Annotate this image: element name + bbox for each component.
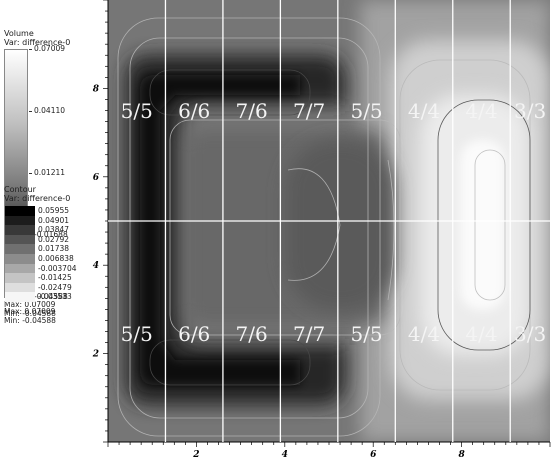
contour-legend-swatch (5, 215, 35, 226)
y-tick-label: 2 (92, 350, 99, 360)
top-cell-label: 7/6 (236, 99, 268, 123)
bottom-cell-label: 4/4 (408, 322, 440, 346)
contour-legend-label: 0.05955 (38, 206, 70, 215)
volume-legend-tick (29, 173, 32, 174)
x-tick-label: 4 (282, 450, 288, 460)
top-cell-label: 7/7 (293, 99, 325, 123)
volume-legend-label: 0.01211 (34, 168, 66, 177)
contour-legend-swatch (5, 225, 35, 235)
contour-legend-swatch (5, 206, 35, 216)
bottom-cell-label: 7/6 (236, 322, 268, 346)
top-cell-label: 6/6 (178, 99, 210, 123)
contour-legend-swatch (5, 273, 35, 283)
contour-legend-swatch (5, 244, 35, 254)
top-cell-label: 4/4 (465, 99, 497, 123)
contour-legend-swatch (5, 292, 35, 302)
bottom-cell-label: 6/6 (178, 322, 210, 346)
y-tick-label: 4 (93, 261, 99, 271)
top-cell-label: 5/5 (350, 99, 382, 123)
volume-legend-label: -0.04588 (34, 292, 68, 301)
contour-legend-label: 0.04901 (38, 215, 70, 225)
bottom-cell-label: 5/5 (350, 322, 382, 346)
contour-legend-min: Min: -0.04588 (4, 316, 56, 325)
bottom-cell-label: 7/7 (293, 322, 325, 346)
contour-legend-swatch (5, 254, 35, 264)
contour-legend-label: 0.03847 (38, 225, 70, 235)
volume-legend-label: 0.07009 (34, 44, 66, 53)
contour-legend-label: 0.02792 (38, 234, 70, 244)
top-cell-label: 4/4 (408, 99, 440, 123)
y-tick-label: 8 (93, 84, 100, 94)
bottom-cell-label: 4/4 (465, 322, 497, 346)
contour-legend-max: Max: 0.07009 (4, 307, 56, 316)
bottom-cell-label: 5/5 (121, 322, 153, 346)
contour-legend-label: 0.006838 (38, 254, 74, 263)
volume-legend-tick (29, 49, 32, 50)
volume-legend-max: Max: 0.07009 (4, 300, 56, 309)
contour-legend-swatch (5, 263, 35, 274)
y-tick-label: 6 (93, 173, 100, 183)
volume-legend-label: 0.04110 (34, 106, 66, 115)
volume-legend-min: Min: -0.04588 (4, 309, 56, 318)
contour-legend-label: -0.01425 (38, 273, 72, 283)
top-cell-label: 5/5 (121, 99, 153, 123)
x-tick-label: 8 (458, 450, 465, 460)
volume-legend-var: Var: difference-0 (4, 38, 71, 47)
contour-legend-var: Var: difference-0 (4, 194, 71, 203)
x-tick-label: 2 (192, 450, 199, 460)
contour-legend-title: Contour (4, 185, 36, 194)
volume-legend-tick (29, 111, 32, 112)
contour-legend-swatch (5, 282, 35, 293)
volume-legend-title: Volume (4, 29, 34, 38)
x-tick-label: 6 (370, 450, 377, 460)
volume-legend-label: -0.01688 (34, 230, 68, 239)
contour-legend-label: -0.03533 (38, 292, 72, 302)
contour-legend-label: -0.02479 (38, 282, 72, 292)
contour-legend-label: 0.01738 (38, 244, 70, 254)
bottom-cell-label: 3/3 (514, 322, 546, 346)
contour-legend-swatch (5, 234, 35, 245)
contour-legend-label: -0.003704 (38, 263, 77, 273)
top-cell-label: 3/3 (514, 99, 546, 123)
